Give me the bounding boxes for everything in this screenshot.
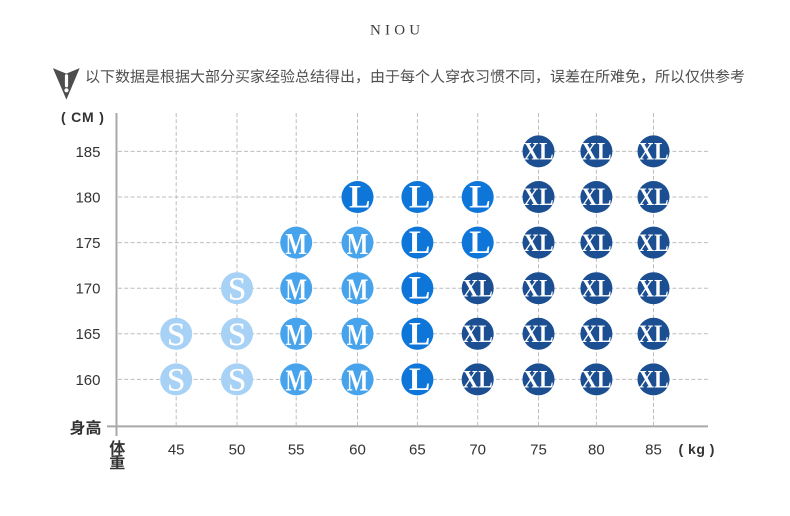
svg-text:55: 55 xyxy=(288,442,305,459)
svg-text:XL: XL xyxy=(523,366,553,394)
svg-text:XL: XL xyxy=(523,321,553,349)
svg-text:XL: XL xyxy=(581,366,611,394)
svg-text:70: 70 xyxy=(469,442,486,459)
svg-text:80: 80 xyxy=(588,442,605,459)
svg-text:160: 160 xyxy=(75,372,100,389)
svg-text:S: S xyxy=(228,317,246,353)
svg-text:XL: XL xyxy=(638,229,668,257)
svg-text:180: 180 xyxy=(75,189,100,206)
svg-text:XL: XL xyxy=(638,366,668,394)
svg-text:M: M xyxy=(285,363,307,397)
svg-text:S: S xyxy=(167,363,185,399)
svg-text:M: M xyxy=(347,227,369,261)
svg-text:M: M xyxy=(347,318,369,352)
svg-text:85: 85 xyxy=(645,442,662,459)
svg-text:S: S xyxy=(228,271,246,307)
svg-text:L: L xyxy=(409,178,430,214)
svg-text:XL: XL xyxy=(463,321,493,349)
svg-text:XL: XL xyxy=(463,366,493,394)
svg-text:XL: XL xyxy=(581,138,611,166)
svg-text:L: L xyxy=(349,178,370,214)
svg-text:45: 45 xyxy=(168,442,185,459)
svg-text:170: 170 xyxy=(75,281,100,298)
svg-text:L: L xyxy=(409,315,430,351)
svg-text:XL: XL xyxy=(523,184,553,212)
svg-text:L: L xyxy=(469,224,490,260)
svg-text:XL: XL xyxy=(581,184,611,212)
svg-text:60: 60 xyxy=(349,442,366,459)
svg-text:M: M xyxy=(285,272,307,306)
svg-text:XL: XL xyxy=(463,275,493,303)
svg-text:XL: XL xyxy=(523,138,553,166)
svg-text:65: 65 xyxy=(409,442,426,459)
svg-text:M: M xyxy=(347,272,369,306)
svg-text:L: L xyxy=(409,224,430,260)
svg-text:L: L xyxy=(409,361,430,397)
svg-text:XL: XL xyxy=(581,275,611,303)
svg-text:M: M xyxy=(285,318,307,352)
svg-text:50: 50 xyxy=(229,442,246,459)
svg-text:185: 185 xyxy=(75,144,100,161)
svg-text:( kg ): ( kg ) xyxy=(679,441,715,457)
svg-text:XL: XL xyxy=(581,229,611,257)
svg-text:L: L xyxy=(409,269,430,305)
svg-text:M: M xyxy=(347,363,369,397)
svg-text:XL: XL xyxy=(581,321,611,349)
svg-text:175: 175 xyxy=(75,235,100,252)
svg-text:XL: XL xyxy=(638,138,668,166)
svg-text:165: 165 xyxy=(75,326,100,343)
svg-text:XL: XL xyxy=(523,229,553,257)
svg-text:75: 75 xyxy=(530,442,547,459)
svg-text:S: S xyxy=(167,317,185,353)
svg-text:XL: XL xyxy=(638,321,668,349)
svg-text:XL: XL xyxy=(523,275,553,303)
svg-text:XL: XL xyxy=(638,275,668,303)
svg-text:S: S xyxy=(228,363,246,399)
svg-text:NIOU: NIOU xyxy=(370,22,424,38)
svg-text:M: M xyxy=(285,227,307,261)
svg-text:L: L xyxy=(469,178,490,214)
svg-text:( CM ): ( CM ) xyxy=(61,109,105,125)
svg-text:XL: XL xyxy=(638,184,668,212)
